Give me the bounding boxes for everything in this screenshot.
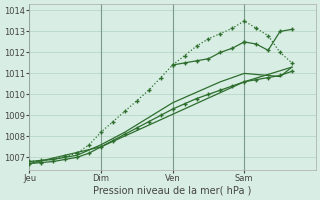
X-axis label: Pression niveau de la mer( hPa ): Pression niveau de la mer( hPa ) (93, 186, 252, 196)
